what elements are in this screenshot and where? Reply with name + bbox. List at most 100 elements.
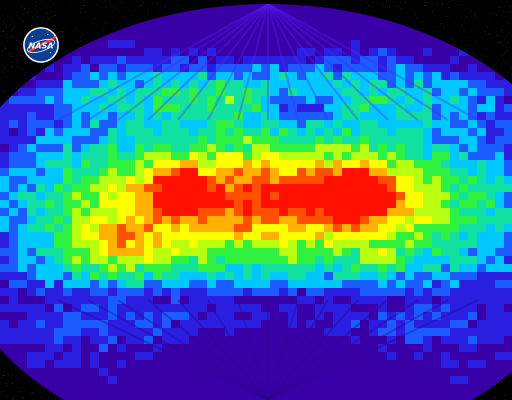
sky-pixel	[126, 32, 136, 41]
sky-pixel	[351, 368, 361, 377]
sky-pixel	[171, 320, 181, 329]
sky-pixel	[351, 120, 361, 129]
sky-pixel	[378, 376, 388, 385]
sky-pixel	[234, 96, 244, 105]
sky-pixel	[180, 288, 190, 297]
sky-pixel	[270, 384, 280, 393]
sky-pixel	[189, 88, 199, 97]
sky-pixel	[360, 96, 370, 105]
sky-pixel	[360, 56, 370, 65]
sky-pixel	[180, 192, 190, 201]
sky-pixel	[144, 320, 154, 329]
sky-pixel	[27, 176, 37, 185]
sky-pixel	[207, 208, 217, 217]
sky-pixel	[270, 16, 280, 25]
sky-pixel	[198, 16, 208, 25]
sky-pixel	[45, 112, 55, 121]
sky-pixel	[324, 64, 334, 73]
sky-pixel	[144, 208, 154, 217]
sky-pixel	[81, 256, 91, 265]
sky-pixel	[27, 112, 37, 121]
sky-pixel	[126, 376, 136, 385]
sky-pixel	[297, 328, 307, 337]
sky-pixel	[99, 336, 109, 345]
sky-pixel	[45, 160, 55, 169]
sky-pixel	[324, 376, 334, 385]
sky-pixel	[117, 312, 127, 321]
sky-pixel	[252, 144, 262, 153]
sky-pixel	[162, 64, 172, 73]
sky-pixel	[252, 248, 262, 257]
sky-pixel	[297, 232, 307, 241]
sky-pixel	[252, 272, 262, 281]
sky-pixel	[459, 384, 469, 393]
sky-pixel	[189, 168, 199, 177]
sky-pixel	[171, 48, 181, 57]
sky-pixel	[324, 8, 334, 17]
sky-pixel	[45, 64, 55, 73]
sky-pixel	[135, 320, 145, 329]
sky-pixel	[126, 104, 136, 113]
sky-pixel	[153, 80, 163, 89]
sky-pixel	[117, 64, 127, 73]
sky-pixel	[450, 272, 460, 281]
sky-pixel	[297, 72, 307, 81]
sky-pixel	[0, 296, 10, 305]
sky-pixel	[414, 32, 424, 41]
sky-pixel	[207, 104, 217, 113]
sky-pixel	[0, 104, 10, 113]
sky-pixel	[162, 208, 172, 217]
sky-pixel	[54, 240, 64, 249]
sky-pixel	[270, 208, 280, 217]
sky-pixel	[297, 136, 307, 145]
sky-pixel	[432, 392, 442, 400]
sky-pixel	[450, 248, 460, 257]
sky-pixel	[414, 272, 424, 281]
sky-pixel	[432, 160, 442, 169]
sky-pixel	[486, 176, 496, 185]
sky-pixel	[396, 296, 406, 305]
sky-pixel	[279, 176, 289, 185]
sky-pixel	[54, 64, 64, 73]
sky-pixel	[405, 200, 415, 209]
sky-pixel	[63, 176, 73, 185]
sky-pixel	[234, 280, 244, 289]
sky-pixel	[486, 312, 496, 321]
sky-pixel	[180, 256, 190, 265]
sky-pixel	[270, 32, 280, 41]
sky-pixel	[342, 376, 352, 385]
sky-pixel	[108, 208, 118, 217]
sky-pixel	[351, 352, 361, 361]
sky-pixel	[495, 272, 505, 281]
sky-pixel	[99, 176, 109, 185]
sky-pixel	[27, 136, 37, 145]
sky-pixel	[162, 176, 172, 185]
sky-pixel	[306, 200, 316, 209]
sky-pixel	[306, 256, 316, 265]
sky-pixel	[135, 368, 145, 377]
sky-pixel	[243, 136, 253, 145]
sky-pixel	[225, 320, 235, 329]
sky-pixel	[414, 72, 424, 81]
sky-pixel	[396, 192, 406, 201]
sky-pixel	[270, 328, 280, 337]
sky-pixel	[171, 128, 181, 137]
sky-pixel	[324, 56, 334, 65]
sky-pixel	[261, 64, 271, 73]
sky-pixel	[225, 104, 235, 113]
sky-pixel	[198, 216, 208, 225]
sky-pixel	[72, 280, 82, 289]
sky-pixel	[81, 64, 91, 73]
sky-pixel	[63, 240, 73, 249]
sky-pixel	[90, 128, 100, 137]
sky-pixel	[468, 64, 478, 73]
sky-pixel	[54, 152, 64, 161]
sky-pixel	[423, 376, 433, 385]
sky-pixel	[432, 128, 442, 137]
sky-pixel	[45, 96, 55, 105]
sky-pixel	[126, 24, 136, 33]
sky-pixel	[369, 368, 379, 377]
sky-pixel	[126, 112, 136, 121]
sky-pixel	[198, 224, 208, 233]
sky-pixel	[414, 240, 424, 249]
